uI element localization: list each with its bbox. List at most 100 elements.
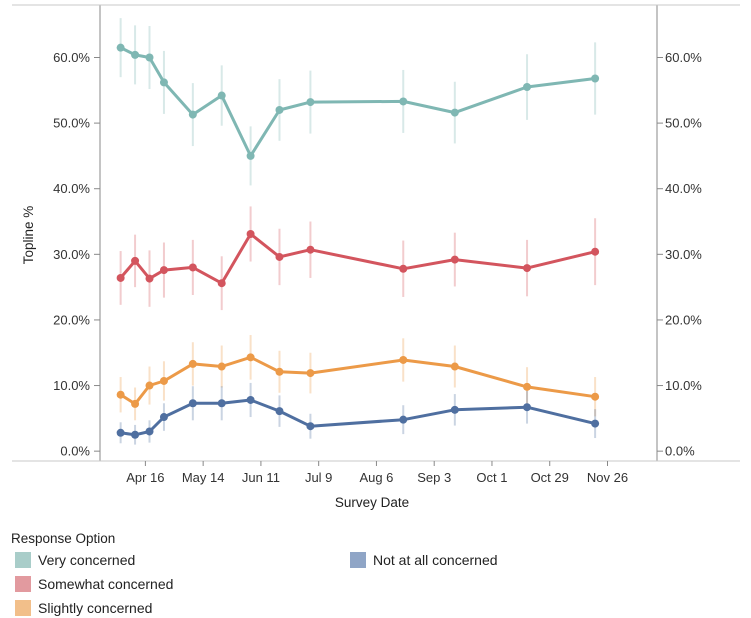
legend-item: Not at all concerned bbox=[350, 552, 498, 568]
series-line bbox=[119, 46, 597, 158]
y-tick-label-right: 30.0% bbox=[665, 247, 702, 262]
data-point bbox=[275, 407, 284, 416]
y-tick-label-right: 20.0% bbox=[665, 312, 702, 327]
data-point bbox=[246, 229, 255, 238]
x-tick-label: Aug 6 bbox=[359, 470, 393, 485]
data-point bbox=[188, 263, 197, 272]
x-tick-label: Oct 1 bbox=[476, 470, 507, 485]
y-tick-label-left: 0.0% bbox=[60, 444, 90, 459]
data-point bbox=[450, 108, 459, 117]
legend-label: Very concerned bbox=[38, 552, 135, 568]
data-point bbox=[399, 415, 408, 424]
x-axis-title: Survey Date bbox=[335, 495, 409, 510]
data-point bbox=[217, 399, 226, 408]
data-point bbox=[159, 266, 168, 275]
data-point bbox=[591, 392, 600, 401]
y-tick-label-left: 30.0% bbox=[53, 247, 90, 262]
data-point bbox=[306, 369, 315, 378]
data-point bbox=[188, 110, 197, 119]
x-tick-label: Oct 29 bbox=[531, 470, 569, 485]
x-tick-label: Jun 11 bbox=[242, 470, 280, 485]
x-tick-label: May 14 bbox=[182, 470, 225, 485]
data-point bbox=[246, 151, 255, 160]
y-tick-label-right: 60.0% bbox=[665, 50, 702, 65]
series-line bbox=[119, 232, 597, 285]
data-point bbox=[116, 428, 125, 437]
y-axis-right: 0.0% 10.0% 20.0% 30.0% 40.0% 50.0% 60.0% bbox=[657, 50, 702, 459]
data-point bbox=[145, 427, 154, 436]
y-axis-title: Topline % bbox=[21, 206, 36, 265]
y-tick-label-left: 40.0% bbox=[53, 181, 90, 196]
data-point bbox=[275, 105, 284, 114]
data-point bbox=[523, 403, 532, 412]
y-tick-label-right: 10.0% bbox=[665, 378, 702, 393]
data-point bbox=[523, 382, 532, 391]
data-point bbox=[523, 83, 532, 92]
data-point bbox=[399, 355, 408, 364]
y-tick-label-left: 10.0% bbox=[53, 378, 90, 393]
data-point bbox=[399, 97, 408, 106]
data-point bbox=[159, 78, 168, 87]
y-tick-label-right: 40.0% bbox=[665, 181, 702, 196]
series-points bbox=[116, 43, 600, 439]
data-point bbox=[217, 91, 226, 100]
data-point bbox=[246, 353, 255, 362]
x-tick-label: Nov 26 bbox=[587, 470, 628, 485]
x-axis: Apr 16 May 14 Jun 11 Jul 9 Aug 6 Sep 3 Oct 1 Oc… bbox=[126, 461, 628, 485]
data-point bbox=[159, 376, 168, 385]
y-tick-label-left: 50.0% bbox=[53, 116, 90, 131]
data-point bbox=[450, 362, 459, 371]
legend-title: Response Option bbox=[11, 531, 115, 546]
legend-label: Slightly concerned bbox=[38, 600, 152, 616]
legend: Response Option Very concerned Somewhat c… bbox=[11, 531, 498, 616]
error-bars bbox=[119, 18, 597, 445]
data-point bbox=[275, 252, 284, 261]
data-point bbox=[145, 274, 154, 283]
data-point bbox=[116, 273, 125, 282]
data-point bbox=[275, 367, 284, 376]
data-point bbox=[591, 74, 600, 83]
legend-swatch bbox=[350, 552, 366, 568]
x-tick-label: Apr 16 bbox=[126, 470, 164, 485]
legend-label: Not at all concerned bbox=[373, 552, 498, 568]
data-point bbox=[145, 53, 154, 62]
data-point bbox=[131, 399, 140, 408]
x-tick-label: Jul 9 bbox=[305, 470, 332, 485]
legend-item: Slightly concerned bbox=[15, 600, 152, 616]
data-point bbox=[217, 362, 226, 371]
data-point bbox=[131, 50, 140, 59]
y-tick-label-left: 20.0% bbox=[53, 312, 90, 327]
data-point bbox=[591, 247, 600, 256]
data-point bbox=[306, 98, 315, 107]
data-point bbox=[145, 381, 154, 390]
data-point bbox=[306, 245, 315, 254]
data-point bbox=[188, 359, 197, 368]
data-point bbox=[399, 264, 408, 273]
legend-label: Somewhat concerned bbox=[38, 576, 173, 592]
y-tick-label-right: 0.0% bbox=[665, 444, 695, 459]
data-point bbox=[159, 413, 168, 422]
data-point bbox=[523, 264, 532, 273]
y-tick-label-left: 60.0% bbox=[53, 50, 90, 65]
legend-swatch bbox=[15, 600, 31, 616]
data-point bbox=[450, 405, 459, 414]
series-lines bbox=[119, 46, 597, 437]
y-tick-label-right: 50.0% bbox=[665, 116, 702, 131]
legend-item: Somewhat concerned bbox=[15, 576, 173, 592]
data-point bbox=[591, 419, 600, 428]
legend-swatch bbox=[15, 552, 31, 568]
y-axis-left: 0.0% 10.0% 20.0% 30.0% 40.0% 50.0% 60.0% bbox=[53, 50, 100, 459]
data-point bbox=[217, 279, 226, 288]
data-point bbox=[450, 255, 459, 264]
x-tick-label: Sep 3 bbox=[417, 470, 451, 485]
data-point bbox=[116, 43, 125, 52]
data-point bbox=[306, 422, 315, 431]
data-point bbox=[246, 395, 255, 404]
legend-item: Very concerned bbox=[15, 552, 135, 568]
data-point bbox=[116, 390, 125, 399]
data-point bbox=[131, 430, 140, 439]
data-point bbox=[131, 256, 140, 265]
legend-swatch bbox=[15, 576, 31, 592]
